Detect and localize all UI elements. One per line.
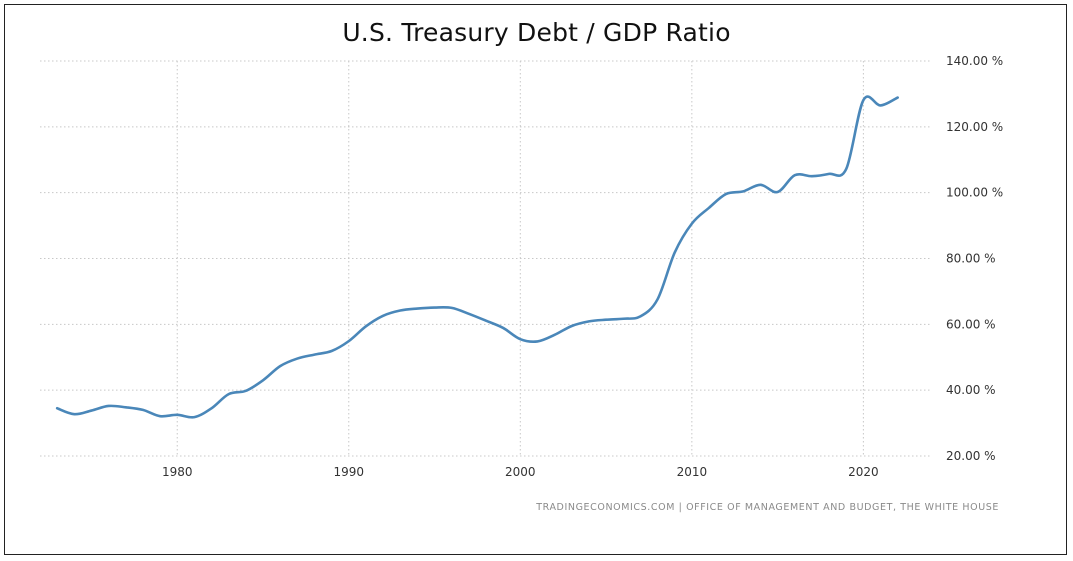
- chart-frame: [4, 4, 1067, 555]
- y-tick-label: 100.00 %: [946, 186, 1003, 200]
- x-tick-label: 1990: [333, 465, 364, 479]
- x-tick-label: 2020: [848, 465, 879, 479]
- x-tick-label: 1980: [162, 465, 193, 479]
- x-tick-label: 2000: [505, 465, 536, 479]
- series-line: [55, 95, 899, 419]
- y-tick-label: 80.00 %: [946, 252, 996, 266]
- y-tick-label: 20.00 %: [946, 449, 996, 463]
- y-tick-label: 140.00 %: [946, 54, 1003, 68]
- x-tick-label: 2010: [677, 465, 708, 479]
- chart-title: U.S. Treasury Debt / GDP Ratio: [342, 18, 731, 47]
- y-tick-label: 120.00 %: [946, 120, 1003, 134]
- y-tick-label: 40.00 %: [946, 383, 996, 397]
- source-credit: TRADINGECONOMICS.COM | OFFICE OF MANAGEM…: [536, 502, 999, 513]
- y-tick-label: 60.00 %: [946, 317, 996, 331]
